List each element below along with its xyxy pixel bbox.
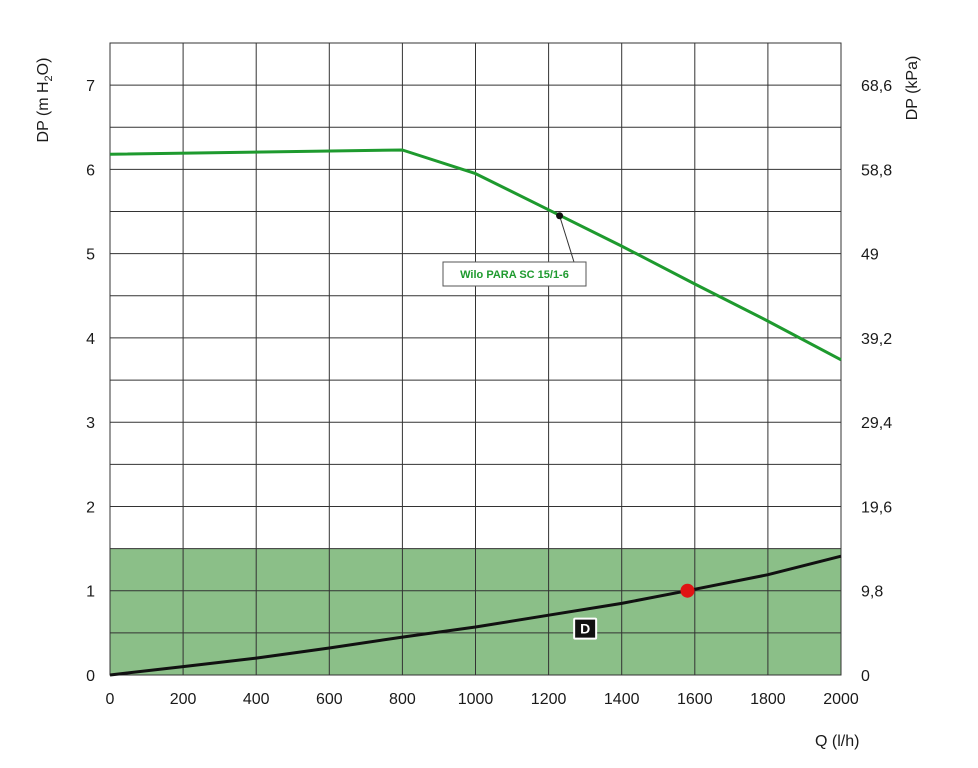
y-left-tick-label: 4	[86, 331, 95, 348]
x-tick-label: 1200	[531, 691, 567, 708]
x-tick-labels: 0 200 400 600 800 1000 1200 1400 1600 1800 2000	[106, 691, 859, 708]
x-tick-label: 1000	[458, 691, 494, 708]
x-tick-label: 0	[106, 691, 115, 708]
y-left-tick-label: 2	[86, 499, 95, 516]
y-right-tick-label: 49	[861, 247, 879, 264]
x-tick-label: 2000	[823, 691, 859, 708]
y-left-tick-label: 1	[86, 584, 95, 601]
x-axis-title: Q (l/h)	[815, 733, 859, 750]
x-tick-label: 1400	[604, 691, 640, 708]
y-right-tick-label: 0	[861, 668, 870, 685]
operating-point	[680, 583, 695, 598]
callout-leader	[559, 215, 575, 263]
y-right-axis-title: DP (kPa)	[904, 56, 921, 121]
x-tick-label: 400	[243, 691, 270, 708]
x-tick-label: 1800	[750, 691, 786, 708]
series-label-wilo: Wilo PARA SC 15/1-6	[460, 269, 569, 281]
region-label-d: D	[580, 621, 590, 637]
region-label-box	[573, 617, 598, 640]
series-line-pump-curve	[109, 148, 842, 362]
y-left-axis-title: DP (m H2O)	[35, 58, 55, 143]
y-right-tick-label: 58,8	[861, 162, 892, 179]
y-right-tick-label: 29,4	[861, 415, 892, 432]
y-right-tick-label: 19,6	[861, 499, 892, 516]
series-line-system-curve	[109, 554, 842, 677]
series-lines	[109, 148, 842, 677]
x-tick-label: 200	[170, 691, 197, 708]
y-left-tick-label: 6	[86, 162, 95, 179]
y-right-tick-label: 39,2	[861, 331, 892, 348]
y-left-tick-label: 7	[86, 78, 95, 95]
y-left-title-subscript: 2	[43, 75, 55, 81]
x-tick-label: 800	[389, 691, 416, 708]
x-tick-label: 1600	[677, 691, 713, 708]
y-left-title-main: DP (m H	[35, 81, 52, 142]
y-right-tick-label: 9,8	[861, 584, 883, 601]
y-right-tick-labels: 0 9,8 19,6 29,4 39,2 49 58,8 68,6	[861, 78, 892, 685]
y-left-tick-label: 3	[86, 415, 95, 432]
x-tick-label: 600	[316, 691, 343, 708]
callout-box	[442, 261, 587, 287]
y-left-tick-labels: 0 1 2 3 4 5 6 7	[86, 78, 95, 685]
y-right-tick-label: 68,6	[861, 78, 892, 95]
y-left-tick-label: 5	[86, 247, 95, 264]
y-left-title-tail: O)	[35, 58, 52, 76]
callout-anchor-point	[556, 212, 564, 220]
y-left-tick-label: 0	[86, 668, 95, 685]
